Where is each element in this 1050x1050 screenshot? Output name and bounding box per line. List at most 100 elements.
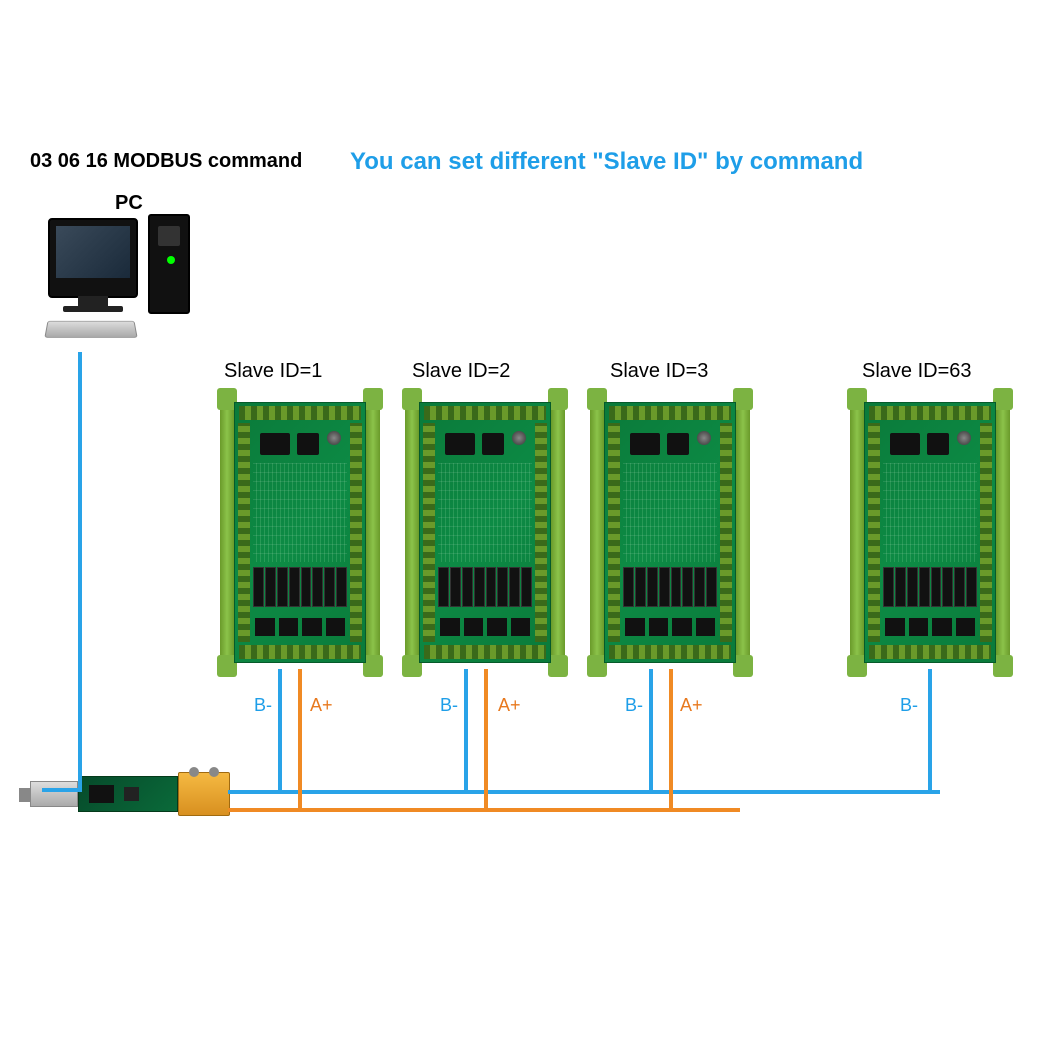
relay <box>635 567 646 607</box>
relay <box>931 567 942 607</box>
signal-label: A+ <box>680 695 703 716</box>
relay <box>954 567 965 607</box>
monitor-screen <box>56 226 130 278</box>
ic-row <box>625 618 715 636</box>
usb-plug-icon <box>30 781 78 807</box>
pcb-traces <box>253 463 347 562</box>
ic-chip <box>890 433 920 455</box>
relay <box>682 567 693 607</box>
relay <box>301 567 312 607</box>
relay <box>919 567 930 607</box>
relay <box>265 567 276 607</box>
ic-chip <box>927 433 949 455</box>
relay <box>659 567 670 607</box>
din-rail-clip <box>551 390 565 675</box>
din-rail-clip <box>366 390 380 675</box>
relay <box>694 567 705 607</box>
relay <box>324 567 335 607</box>
relay <box>883 567 894 607</box>
pcb <box>419 402 551 663</box>
terminal-block <box>608 423 620 642</box>
title-modbus-command: 03 06 16 MODBUS command <box>30 150 302 173</box>
pcb-traces <box>883 463 977 562</box>
relay <box>474 567 485 607</box>
terminal-block <box>424 406 546 420</box>
relay <box>462 567 473 607</box>
terminal-block <box>869 645 991 659</box>
relay <box>706 567 717 607</box>
terminal-block <box>239 645 361 659</box>
din-rail-clip <box>850 390 864 675</box>
title-slave-id-info: You can set different "Slave ID" by comm… <box>350 148 863 176</box>
ic-chip <box>625 618 645 636</box>
relay <box>966 567 977 607</box>
keyboard-icon <box>44 321 137 338</box>
terminal-block <box>350 423 362 642</box>
slave-id-label: Slave ID=63 <box>862 360 972 383</box>
pcb-traces <box>623 463 717 562</box>
relay <box>253 567 264 607</box>
ic-chip <box>255 618 275 636</box>
relay <box>497 567 508 607</box>
ic-chip <box>464 618 484 636</box>
terminal-block <box>609 645 731 659</box>
pcb <box>864 402 996 663</box>
din-rail-clip <box>736 390 750 675</box>
relay <box>942 567 953 607</box>
signal-label: B- <box>900 695 918 716</box>
ic-chip <box>885 618 905 636</box>
terminal-block <box>238 423 250 642</box>
ic-chip <box>696 618 716 636</box>
pc-label: PC <box>115 192 143 215</box>
ic-chip <box>279 618 299 636</box>
relay <box>671 567 682 607</box>
relay <box>277 567 288 607</box>
capacitor <box>327 431 341 445</box>
terminal-block <box>980 423 992 642</box>
relay <box>450 567 461 607</box>
slave-id-label: Slave ID=3 <box>610 360 708 383</box>
terminal-block <box>720 423 732 642</box>
monitor-base <box>63 306 123 312</box>
din-rail-clip <box>996 390 1010 675</box>
pcb <box>604 402 736 663</box>
ic-chip <box>445 433 475 455</box>
ic-row <box>885 618 975 636</box>
ic-chip <box>487 618 507 636</box>
relay <box>521 567 532 607</box>
signal-label: A+ <box>310 695 333 716</box>
ic-chip <box>667 433 689 455</box>
pcb-traces <box>438 463 532 562</box>
ic-chip <box>326 618 346 636</box>
ic-row <box>440 618 530 636</box>
ic-chip <box>440 618 460 636</box>
relay <box>486 567 497 607</box>
usb-adapter-pcb <box>78 776 178 812</box>
ic-chip <box>630 433 660 455</box>
usb-adapter-terminal <box>178 772 230 816</box>
monitor-icon <box>48 218 138 298</box>
terminal-block <box>423 423 435 642</box>
pcb <box>234 402 366 663</box>
terminal-block <box>535 423 547 642</box>
din-rail-clip <box>590 390 604 675</box>
terminal-block <box>868 423 880 642</box>
relay-board <box>590 390 750 675</box>
usb-rs485-adapter <box>30 766 230 821</box>
relay-row <box>883 567 977 607</box>
terminal-block <box>239 406 361 420</box>
ic-chip <box>672 618 692 636</box>
capacitor <box>512 431 526 445</box>
terminal-block <box>869 406 991 420</box>
ic-chip <box>260 433 290 455</box>
signal-label: B- <box>254 695 272 716</box>
relay-row <box>623 567 717 607</box>
capacitor <box>697 431 711 445</box>
relay <box>289 567 300 607</box>
relay-board <box>405 390 565 675</box>
relay <box>336 567 347 607</box>
capacitor <box>957 431 971 445</box>
ic-chip <box>956 618 976 636</box>
ic-chip <box>649 618 669 636</box>
relay <box>895 567 906 607</box>
